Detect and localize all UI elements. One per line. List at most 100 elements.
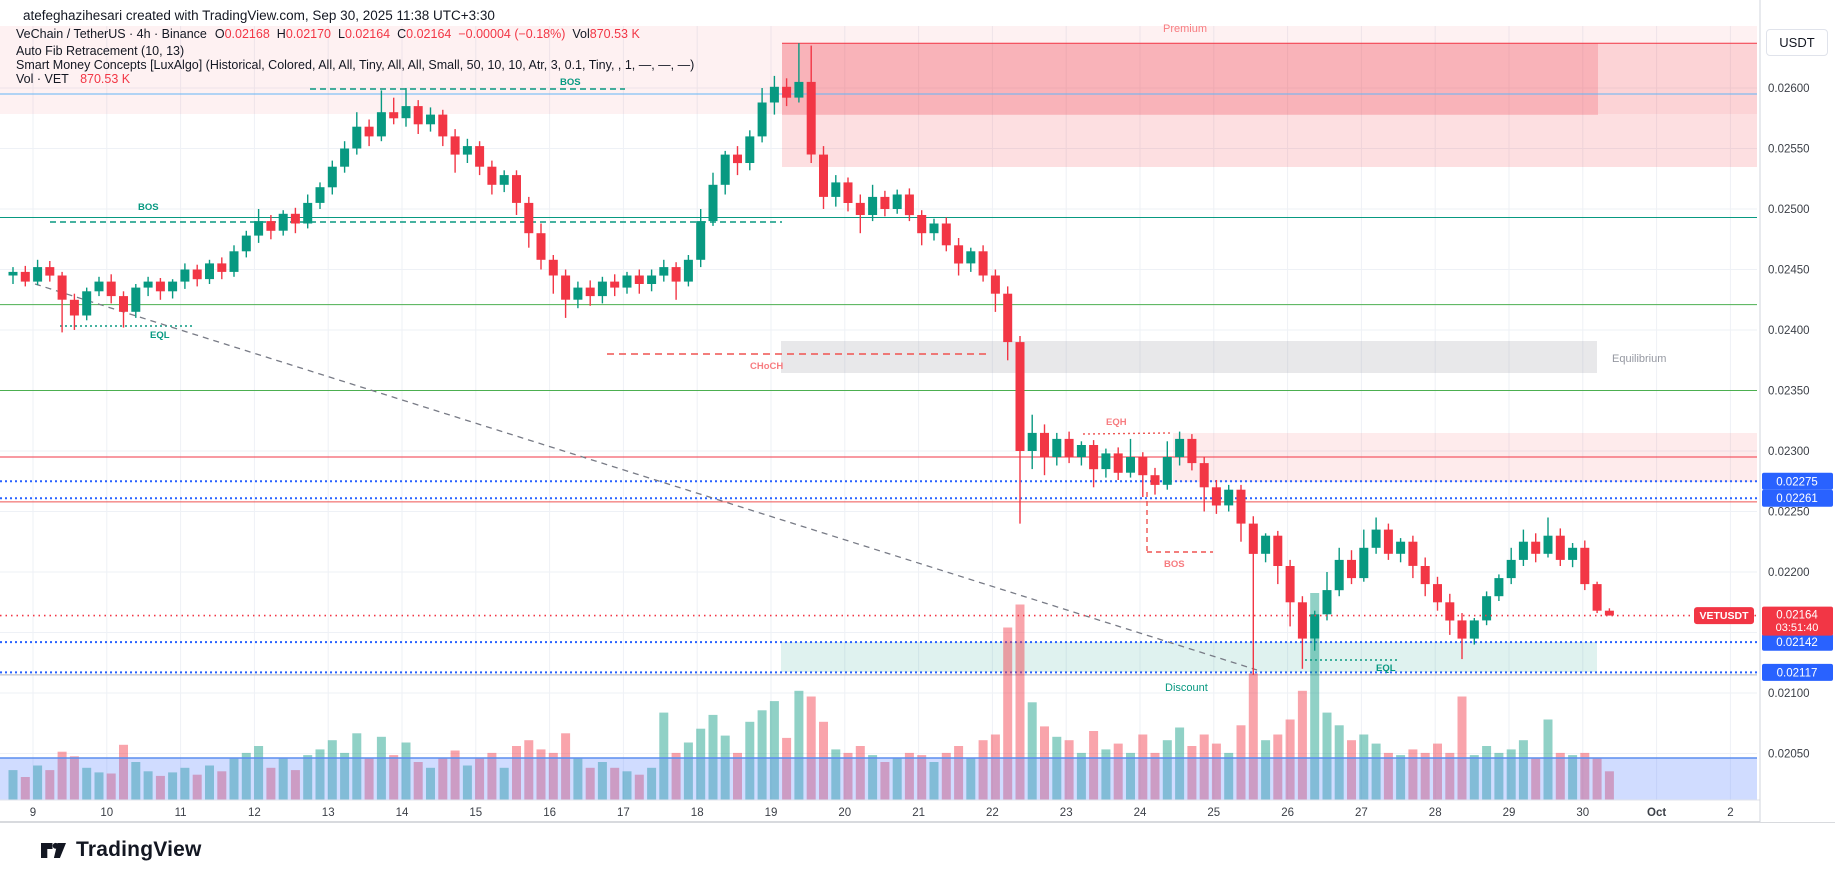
candle: [45, 267, 55, 276]
svg-text:0.02275: 0.02275: [1776, 476, 1818, 488]
candle: [819, 154, 828, 197]
candle: [1359, 547, 1369, 579]
candle: [1187, 438, 1197, 464]
time-axis[interactable]: 9 10 11 12 13 14 15 16 17 18 19 20 21 22 23 24 25 26 27 28 2…: [30, 807, 1734, 819]
svg-text:0.02117: 0.02117: [1777, 667, 1818, 679]
candle: [696, 221, 706, 260]
candle: [720, 154, 730, 185]
candle: [1322, 590, 1332, 615]
candle: [217, 263, 227, 272]
candle: [929, 223, 939, 234]
fib-levels[interactable]: [0, 42, 1757, 676]
time-tick: 28: [1429, 807, 1442, 819]
candle: [278, 213, 288, 231]
tradingview-logo-text: TradingView: [76, 837, 202, 861]
time-tick: 11: [175, 807, 187, 819]
candle: [315, 187, 325, 203]
candle: [20, 271, 30, 282]
svg-text:BOS: BOS: [138, 202, 159, 213]
candle: [868, 196, 878, 215]
price-tick: 0.02600: [1768, 83, 1810, 95]
time-tick: 27: [1355, 807, 1368, 819]
time-tick: 24: [1134, 807, 1147, 819]
candle: [597, 281, 607, 297]
smc-structure-lines: [34, 88, 1400, 671]
candle: [794, 81, 804, 98]
candle: [941, 223, 951, 246]
candle: [1494, 578, 1504, 597]
level-price-badge: [1762, 633, 1833, 651]
candle: [266, 221, 276, 231]
candle: [683, 259, 693, 282]
candle: [1162, 457, 1172, 485]
time-tick: 10: [100, 807, 113, 819]
candle: [1211, 487, 1221, 506]
price-tick: 0.02550: [1768, 144, 1810, 156]
smc-labels: Premium Equilibrium Discount BOS BOS EQL CHoCH…: [138, 23, 1666, 694]
candle: [438, 114, 448, 137]
candle: [82, 291, 92, 316]
candle: [634, 275, 644, 284]
candle: [143, 281, 153, 288]
price-tick: 0.02100: [1768, 688, 1810, 700]
level-price-badge: [1762, 663, 1833, 681]
candle: [1224, 489, 1234, 506]
svg-text:EQH: EQH: [1106, 417, 1127, 428]
symbol-legend[interactable]: VeChain / TetherUS · 4h · Binance O0.0216…: [16, 27, 640, 41]
candle: [880, 196, 890, 209]
equilibrium-zone: [781, 341, 1597, 373]
candle: [1040, 432, 1049, 458]
svg-text:CHoCH: CHoCH: [750, 361, 783, 372]
bar-countdown: 03:51:40: [1776, 622, 1819, 634]
candle: [340, 148, 350, 167]
price-axis[interactable]: 0.02600 0.02550 0.02500 0.02450 0.02400 0.023…: [1694, 0, 1835, 822]
smc-zones: [0, 26, 1757, 672]
candle: [769, 86, 779, 103]
candle: [757, 102, 767, 137]
indicator-legend-volume[interactable]: Vol · VET 870.53 K: [16, 72, 130, 86]
candle: [708, 184, 718, 222]
candle: [389, 112, 399, 119]
time-tick: 15: [469, 807, 482, 819]
gridlines: [0, 26, 1757, 800]
candle: [966, 251, 976, 264]
svg-text:Equilibrium: Equilibrium: [1612, 353, 1666, 365]
candle: [352, 126, 362, 149]
candle: [1469, 620, 1479, 639]
candle: [155, 281, 165, 292]
candle: [1555, 535, 1565, 560]
price-tick: 0.02400: [1768, 325, 1810, 337]
indicator-legend-fib[interactable]: Auto Fib Retracement (10, 13): [16, 44, 185, 58]
premium-order-block: [782, 43, 1598, 115]
candle: [512, 175, 521, 203]
discount-zone: [781, 642, 1597, 672]
tradingview-logo[interactable]: TradingView: [40, 836, 202, 863]
candle: [733, 154, 742, 164]
ohlc-values: O0.02168 H0.02170 L0.02164 C0.02164 −0.00004…: [214, 27, 640, 41]
price-tick: 0.02250: [1768, 507, 1810, 519]
candle: [1408, 541, 1418, 566]
candle: [57, 275, 67, 300]
svg-text:0.02261: 0.02261: [1776, 493, 1818, 505]
candle: [671, 267, 681, 282]
time-tick: 9: [30, 807, 36, 819]
candle: [1396, 541, 1406, 554]
currency-toggle-button[interactable]: USDT: [1766, 29, 1828, 56]
time-tick: 23: [1060, 807, 1073, 819]
candle: [1027, 432, 1037, 451]
indicator-legend-smc[interactable]: Smart Money Concepts [LuxAlgo] (Historic…: [16, 58, 695, 72]
candles-layer[interactable]: [8, 43, 1614, 675]
time-tick: 29: [1503, 807, 1516, 819]
candle: [69, 299, 79, 316]
candle: [1076, 445, 1086, 458]
svg-text:Discount: Discount: [1165, 682, 1208, 694]
candle: [1334, 559, 1344, 591]
candle: [1347, 559, 1356, 579]
time-tick: 16: [543, 807, 556, 819]
symbol-price-tag: [1694, 607, 1754, 625]
candle: [376, 112, 386, 137]
candle: [573, 287, 583, 300]
candle: [1506, 559, 1516, 579]
candle: [1420, 566, 1430, 585]
